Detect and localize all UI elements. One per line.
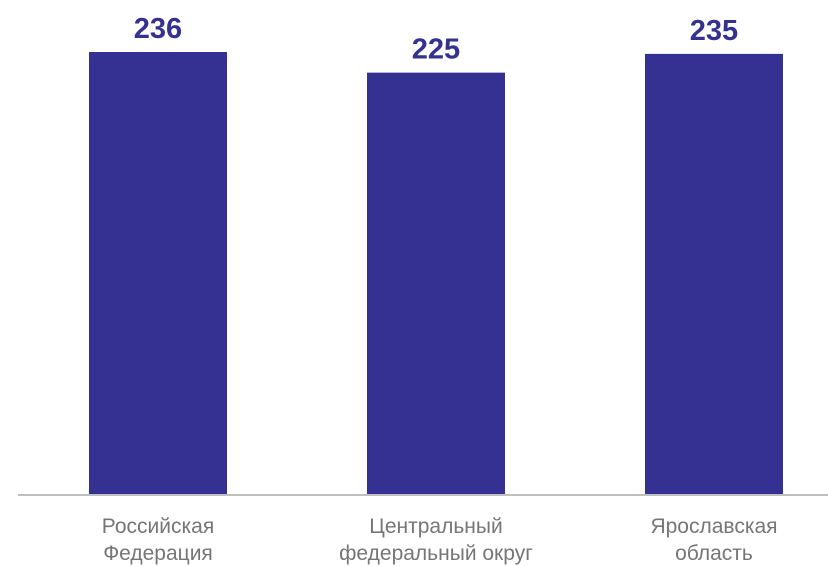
category-label-1-line-1: Российская: [102, 515, 214, 538]
bar-value-label-3: 235: [690, 15, 738, 47]
category-labels-group: Российская Федерация Центральный федеральны…: [102, 515, 778, 565]
bar-1: [89, 52, 227, 495]
category-label-3-line-2: область: [675, 542, 753, 565]
category-label-1-line-2: Федерация: [103, 542, 213, 565]
bar-value-label-1: 236: [134, 13, 182, 45]
bar-3: [645, 53, 783, 496]
value-labels-group: 236 225 235: [134, 13, 738, 66]
category-label-3-line-1: Ярославская: [650, 515, 777, 538]
bar-value-label-2: 225: [412, 34, 460, 66]
bar-2: [367, 72, 505, 495]
category-label-2-line-2: федеральный округ: [339, 542, 533, 565]
category-label-2-line-1: Центральный: [369, 515, 502, 538]
bars-group: [89, 52, 783, 496]
